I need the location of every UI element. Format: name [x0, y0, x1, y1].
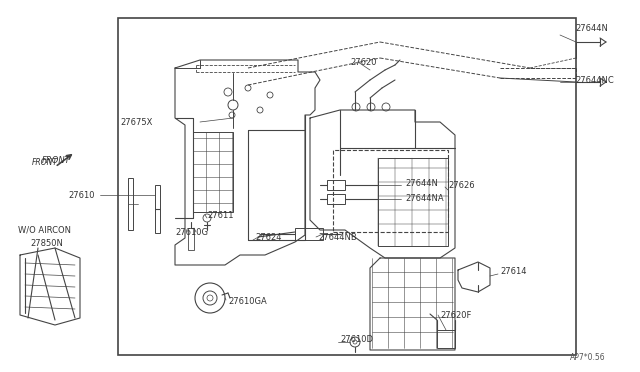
Bar — [193, 132, 233, 212]
Text: 27614: 27614 — [500, 267, 527, 276]
Text: FRONT: FRONT — [42, 155, 71, 164]
Text: 27610G: 27610G — [175, 228, 208, 237]
Text: 27610D: 27610D — [340, 336, 373, 344]
Text: FRONT: FRONT — [32, 157, 58, 167]
Bar — [155, 185, 160, 233]
Bar — [295, 228, 323, 240]
Text: 27610: 27610 — [68, 190, 95, 199]
Text: 27644N: 27644N — [405, 179, 438, 187]
Text: 27644N: 27644N — [575, 23, 608, 32]
Text: 27620F: 27620F — [440, 311, 472, 320]
Bar — [378, 158, 448, 246]
Text: AP7*0.56: AP7*0.56 — [570, 353, 605, 362]
Text: 27626: 27626 — [448, 180, 475, 189]
Text: 27624: 27624 — [255, 232, 282, 241]
Bar — [188, 228, 194, 250]
Bar — [327, 180, 345, 190]
Text: 27675X: 27675X — [120, 118, 152, 126]
Bar — [128, 178, 133, 230]
Text: 27620: 27620 — [350, 58, 376, 67]
Bar — [327, 194, 345, 204]
Bar — [333, 150, 448, 232]
Text: 27610GA: 27610GA — [228, 298, 267, 307]
Text: 27644NA: 27644NA — [405, 193, 444, 202]
Bar — [437, 330, 455, 348]
Text: 27644NB: 27644NB — [318, 232, 356, 241]
Text: 27644NC: 27644NC — [575, 76, 614, 84]
Text: 27611: 27611 — [207, 211, 234, 219]
Text: 27850N: 27850N — [30, 238, 63, 247]
Text: W/O AIRCON: W/O AIRCON — [18, 225, 71, 234]
Bar — [118, 18, 576, 355]
